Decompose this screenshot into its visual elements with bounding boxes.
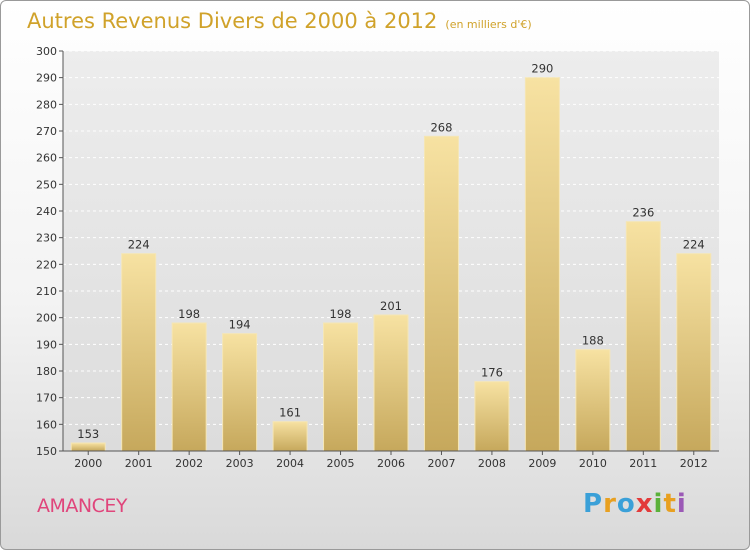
x-tick-label: 2006 bbox=[377, 457, 405, 470]
x-tick-label: 2012 bbox=[680, 457, 708, 470]
logo-letter: i bbox=[653, 489, 664, 519]
bar-value-label: 153 bbox=[77, 427, 99, 441]
bar-value-label: 176 bbox=[481, 366, 503, 380]
bar-value-label: 268 bbox=[430, 120, 452, 134]
bar bbox=[625, 221, 661, 452]
x-tick-label: 2003 bbox=[226, 457, 254, 470]
x-tick-label: 2007 bbox=[427, 457, 455, 470]
y-tick-label: 240 bbox=[36, 205, 57, 218]
y-tick-label: 220 bbox=[36, 258, 57, 271]
y-tick-label: 250 bbox=[36, 178, 57, 191]
bar-value-label: 188 bbox=[582, 334, 604, 348]
x-tick-label: 2000 bbox=[74, 457, 102, 470]
logo-letter: o bbox=[616, 489, 636, 519]
y-tick-label: 290 bbox=[36, 72, 57, 85]
chart-unit: (en milliers d'€) bbox=[445, 18, 532, 31]
y-tick-label: 230 bbox=[36, 232, 57, 245]
bar-value-label: 236 bbox=[632, 206, 654, 220]
bar bbox=[272, 421, 308, 452]
logo-letter: P bbox=[583, 489, 604, 519]
y-tick-label: 280 bbox=[36, 98, 57, 111]
logo-letter: i bbox=[676, 489, 687, 519]
bar bbox=[676, 253, 712, 452]
y-tick-label: 180 bbox=[36, 365, 57, 378]
y-tick-label: 270 bbox=[36, 125, 57, 138]
bar-value-label: 201 bbox=[380, 299, 402, 313]
bar bbox=[474, 381, 510, 452]
bar-value-label: 198 bbox=[178, 307, 200, 321]
logo-letter: r bbox=[603, 489, 617, 519]
logo-letter: x bbox=[635, 489, 654, 519]
bar-value-label: 194 bbox=[229, 318, 251, 332]
bar bbox=[171, 322, 207, 452]
bar bbox=[575, 349, 611, 452]
proxiti-logo: Proxiti bbox=[583, 489, 687, 519]
x-tick-label: 2009 bbox=[528, 457, 556, 470]
bar bbox=[121, 253, 157, 452]
bar bbox=[70, 442, 106, 452]
x-tick-label: 2008 bbox=[478, 457, 506, 470]
commune-name: AMANCEY bbox=[37, 495, 127, 517]
bar-value-label: 161 bbox=[279, 406, 301, 420]
bar bbox=[373, 314, 409, 452]
bar bbox=[222, 333, 258, 452]
y-tick-label: 210 bbox=[36, 285, 57, 298]
x-tick-label: 2002 bbox=[175, 457, 203, 470]
y-tick-label: 300 bbox=[36, 45, 57, 58]
x-tick-label: 2010 bbox=[579, 457, 607, 470]
y-tick-label: 260 bbox=[36, 152, 57, 165]
x-tick-label: 2005 bbox=[327, 457, 355, 470]
x-tick-label: 2011 bbox=[629, 457, 657, 470]
bar bbox=[423, 135, 459, 452]
chart-title: Autres Revenus Divers de 2000 à 2012 bbox=[27, 9, 438, 33]
y-tick-label: 200 bbox=[36, 312, 57, 325]
bar bbox=[524, 77, 560, 452]
logo-letter: t bbox=[663, 489, 677, 519]
bar-value-label: 224 bbox=[128, 238, 150, 252]
y-tick-label: 160 bbox=[36, 418, 57, 431]
bar-value-label: 290 bbox=[531, 62, 553, 76]
x-tick-label: 2001 bbox=[125, 457, 153, 470]
bar bbox=[323, 322, 359, 452]
y-tick-label: 190 bbox=[36, 338, 57, 351]
y-tick-label: 170 bbox=[36, 392, 57, 405]
chart-title-block: Autres Revenus Divers de 2000 à 2012 (en … bbox=[27, 9, 532, 33]
bar-value-label: 198 bbox=[330, 307, 352, 321]
x-tick-label: 2004 bbox=[276, 457, 304, 470]
y-tick-label: 150 bbox=[36, 445, 57, 458]
bar-value-label: 224 bbox=[683, 238, 705, 252]
